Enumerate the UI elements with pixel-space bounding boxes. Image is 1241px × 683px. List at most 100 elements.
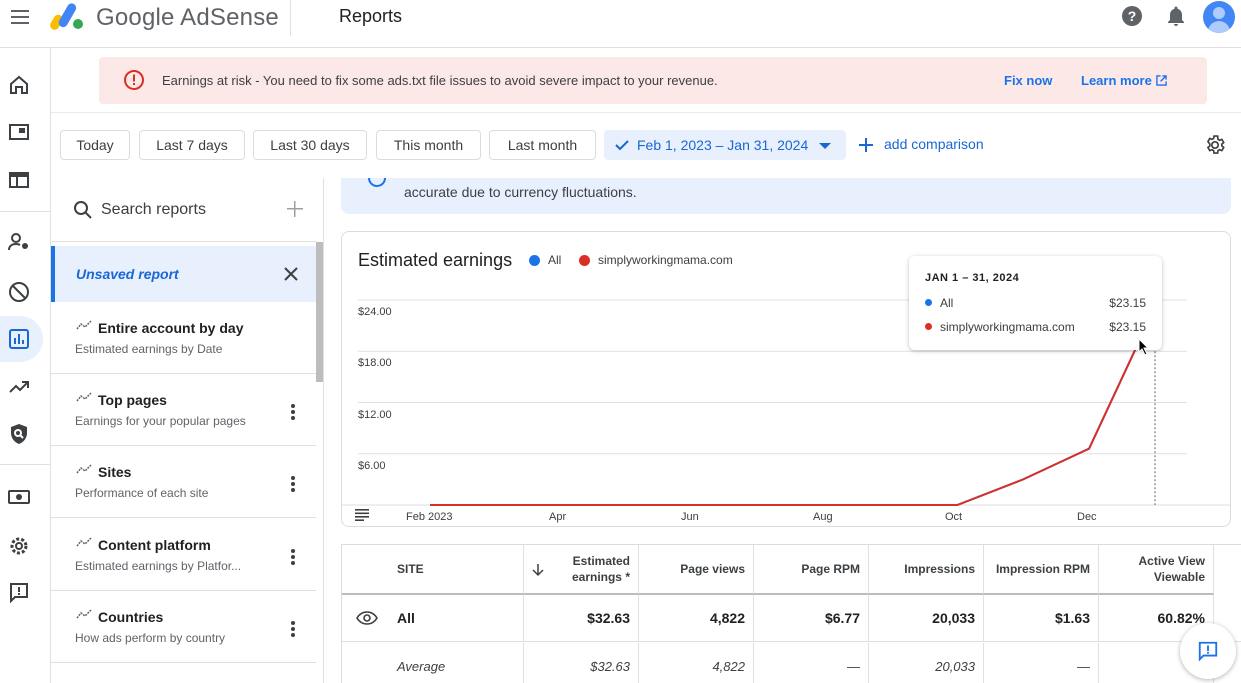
more-options-icon[interactable] <box>285 402 301 422</box>
date-range-selector[interactable]: Feb 1, 2023 – Jan 31, 2024 <box>604 130 846 160</box>
open-in-new-icon[interactable] <box>1156 75 1167 86</box>
cell-page-views: 4,822 <box>639 643 754 683</box>
report-settings-icon[interactable] <box>1204 134 1226 156</box>
table-row: All $32.63 4,822 $6.77 20,033 $1.63 60.8… <box>342 595 1241 642</box>
tooltip-dot-site <box>925 323 932 330</box>
search-reports-input[interactable]: Search reports <box>101 201 206 218</box>
report-countries[interactable]: Countries How ads perform by country <box>51 591 316 663</box>
legend-label-site[interactable]: simplyworkingmama.com <box>598 253 733 267</box>
filter-this-month[interactable]: This month <box>376 130 481 160</box>
report-content-platform[interactable]: Content platform Estimated earnings by P… <box>51 519 316 591</box>
tooltip-title: JAN 1 – 31, 2024 <box>925 272 1020 284</box>
account-avatar[interactable] <box>1203 1 1235 33</box>
header-impression-rpm[interactable]: Impression RPM <box>984 545 1099 595</box>
report-subtitle: How ads perform by country <box>75 631 226 645</box>
x-tick-label: Oct <box>945 511 963 523</box>
report-subtitle: Earnings for your popular pages <box>75 414 246 428</box>
home-icon[interactable] <box>7 73 31 97</box>
more-options-icon[interactable] <box>285 547 301 567</box>
nav-active-indicator <box>0 316 43 362</box>
sort-down-icon[interactable] <box>532 563 544 577</box>
header-site[interactable]: SITE <box>342 545 524 595</box>
header-active-view-viewable[interactable]: Active View Viewable <box>1099 545 1214 595</box>
alert-message: Earnings at risk - You need to fix some … <box>162 73 718 88</box>
notice-text: accurate due to currency fluctuations. <box>404 184 637 200</box>
more-options-icon[interactable] <box>285 619 301 639</box>
cell-page-rpm: $6.77 <box>754 595 869 642</box>
y-tick-label: $6.00 <box>358 460 386 472</box>
earnings-line-plot[interactable] <box>342 232 1230 526</box>
privacy-messaging-icon[interactable] <box>7 230 31 254</box>
policy-center-icon[interactable] <box>7 422 31 446</box>
add-icon[interactable] <box>858 137 874 153</box>
x-tick-label: Jun <box>681 511 699 523</box>
help-icon[interactable]: ? <box>1120 4 1144 28</box>
more-options-icon[interactable] <box>285 474 301 494</box>
date-range-label: Feb 1, 2023 – Jan 31, 2024 <box>637 137 809 153</box>
x-tick-label: Aug <box>813 511 833 523</box>
reports-icon[interactable] <box>7 327 31 351</box>
report-table: SITE Estimated earnings * Page views Pag… <box>341 544 1241 683</box>
report-top-pages[interactable]: Top pages Earnings for your popular page… <box>51 374 316 446</box>
add-comparison-link[interactable]: add comparison <box>884 136 984 152</box>
legend-dot-all <box>529 255 540 266</box>
feedback-icon <box>1198 641 1218 662</box>
report-sites[interactable]: Sites Performance of each site <box>51 446 316 518</box>
unsaved-report-label: Unsaved report <box>76 266 179 282</box>
series-line-site[interactable] <box>430 306 1156 506</box>
nav-divider <box>0 211 51 212</box>
brand-divider <box>290 0 291 36</box>
legend-label-all[interactable]: All <box>548 253 562 267</box>
x-tick-label: Apr <box>549 511 567 523</box>
main-menu-icon[interactable] <box>8 6 32 30</box>
header-page-rpm[interactable]: Page RPM <box>754 545 869 595</box>
cell-impressions: 20,033 <box>869 643 984 683</box>
nav-divider <box>0 464 51 465</box>
report-content: accurate due to currency fluctuations. E… <box>325 178 1241 683</box>
report-title: Sites <box>98 464 132 480</box>
header-page-views[interactable]: Page views <box>639 545 754 595</box>
blocking-controls-icon[interactable] <box>7 280 31 304</box>
notifications-icon[interactable] <box>1164 4 1188 28</box>
filter-last-month[interactable]: Last month <box>489 130 596 160</box>
settings-icon[interactable] <box>7 534 31 558</box>
ads-icon[interactable] <box>7 120 31 144</box>
legend-dot-site <box>579 255 590 266</box>
cell-impression-rpm: $1.63 <box>984 595 1099 642</box>
filter-last-30-days[interactable]: Last 30 days <box>253 130 367 160</box>
report-subtitle: Estimated earnings by Platfor... <box>75 559 242 573</box>
adsense-logo <box>50 3 83 30</box>
reports-scrollbar[interactable] <box>316 242 323 382</box>
sites-icon[interactable] <box>7 168 31 192</box>
y-tick-label: $24.00 <box>358 306 392 318</box>
chart-title: Estimated earnings <box>358 250 513 270</box>
filter-last-7-days[interactable]: Last 7 days <box>139 130 245 160</box>
filter-bar-divider <box>51 112 1241 113</box>
cell-site: Average <box>342 643 524 683</box>
header-impressions[interactable]: Impressions <box>869 545 984 595</box>
optimization-icon[interactable] <box>7 375 31 399</box>
visibility-icon[interactable] <box>356 611 378 625</box>
header-estimated-earnings[interactable]: Estimated earnings * <box>524 545 639 595</box>
filter-today[interactable]: Today <box>60 130 130 160</box>
cell-viewable: 60.82% <box>1099 595 1214 642</box>
payments-icon[interactable] <box>7 485 31 509</box>
side-navigation <box>0 48 51 683</box>
dropdown-arrow-icon <box>819 143 831 149</box>
unsaved-report-item[interactable]: Unsaved report <box>51 246 316 302</box>
new-report-plus-icon[interactable] <box>287 201 303 217</box>
table-view-icon[interactable] <box>355 509 369 521</box>
feedback-fab[interactable] <box>1180 623 1236 679</box>
report-title: Top pages <box>98 392 167 408</box>
report-entire-account-by-day[interactable]: Entire account by day Estimated earnings… <box>51 302 316 374</box>
brand-name: Google AdSense <box>96 4 279 31</box>
learn-more-link[interactable]: Learn more <box>1081 73 1152 88</box>
report-subtitle: Estimated earnings by Date <box>75 342 223 356</box>
y-tick-label: $18.00 <box>358 357 392 369</box>
feedback-icon[interactable] <box>7 581 31 605</box>
search-reports-bar[interactable]: Search reports <box>51 178 316 242</box>
fix-now-link[interactable]: Fix now <box>1004 73 1053 88</box>
sparkline-icon <box>76 537 92 547</box>
close-icon[interactable] <box>284 267 298 281</box>
cell-impression-rpm: — <box>984 643 1099 683</box>
